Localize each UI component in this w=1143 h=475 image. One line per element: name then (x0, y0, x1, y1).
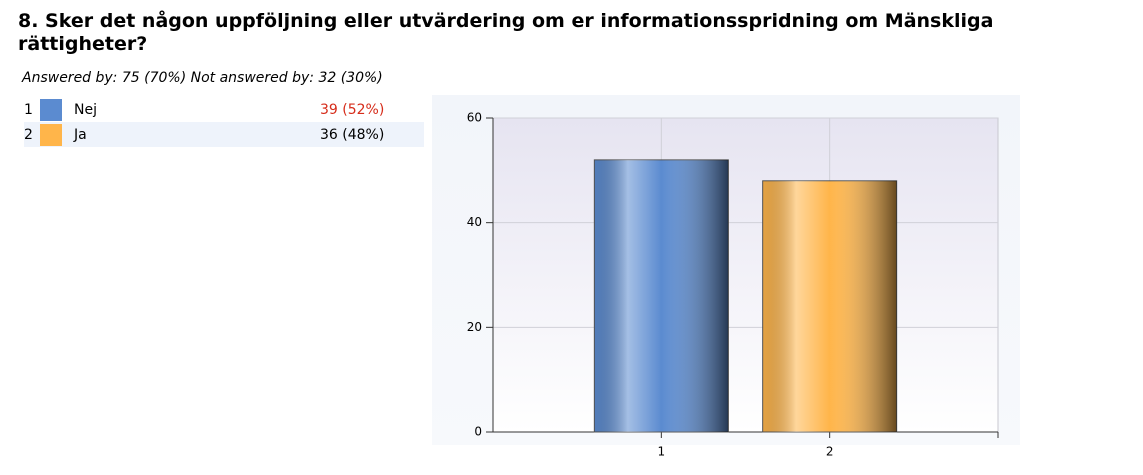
y-tick-label: 40 (467, 215, 482, 229)
x-tick-label: 1 (658, 445, 666, 459)
row-index: 2 (24, 126, 33, 143)
legend-table: 1 Nej 39 (52%) 2 Ja 36 (48%) (24, 97, 424, 147)
table-row: 2 Ja 36 (48%) (24, 122, 424, 147)
color-swatch (40, 98, 62, 121)
row-swatch-cell (40, 97, 74, 122)
row-count: 39 (52%) (320, 101, 385, 118)
x-tick-label: 2 (826, 445, 834, 459)
row-swatch-cell (40, 122, 74, 147)
y-tick-label: 20 (467, 320, 482, 334)
y-tick-label: 60 (467, 111, 482, 125)
row-count: 36 (48%) (320, 126, 385, 143)
table-row: 1 Nej 39 (52%) (24, 97, 424, 122)
row-label: Ja (74, 126, 87, 143)
color-swatch (40, 123, 62, 146)
bar-shading (594, 159, 729, 432)
bar-shading (762, 180, 897, 432)
y-tick-label: 0 (474, 425, 482, 439)
plot-area (492, 117, 999, 433)
row-index: 1 (24, 101, 33, 118)
question-title: 8. Sker det någon uppföljning eller utvä… (18, 10, 994, 55)
row-label: Nej (74, 101, 97, 118)
answer-summary: Answered by: 75 (70%) Not answered by: 3… (22, 70, 383, 86)
